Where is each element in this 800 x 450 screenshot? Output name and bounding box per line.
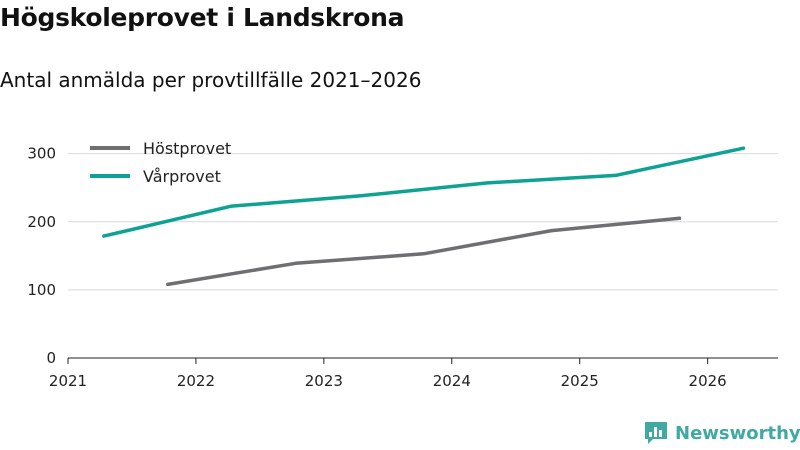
data-point-1-3 — [422, 252, 426, 256]
x-tick-label-2021: 2021 — [49, 372, 87, 390]
data-point-1-1 — [166, 282, 170, 286]
series-lines — [102, 146, 746, 287]
axes: 0 100 200 300 2021 2022 2023 2024 2025 2026 — [27, 145, 778, 390]
x-tick-label-2022: 2022 — [177, 372, 215, 390]
legend: Höstprovet Vårprovet — [90, 139, 231, 186]
line-chart: 0 100 200 300 2021 2022 2023 2024 2025 2026 Höstp… — [27, 139, 778, 390]
y-tick-label-0: 0 — [46, 349, 56, 367]
data-point-2-4 — [486, 181, 490, 185]
data-point-2-3 — [358, 194, 362, 198]
chart-subtitle: Antal anmälda per provtillfälle 2021–202… — [0, 68, 422, 92]
series-line-2 — [102, 146, 746, 238]
y-tick-label-200: 200 — [27, 213, 56, 231]
y-tick-label-100: 100 — [27, 281, 56, 299]
x-tick-label-2025: 2025 — [561, 372, 599, 390]
newsworthy-logo-icon — [645, 422, 667, 444]
x-tick-label-2024: 2024 — [433, 372, 471, 390]
data-point-1-5 — [677, 216, 681, 220]
data-point-1-2 — [294, 261, 298, 265]
data-point-2-1 — [102, 234, 106, 238]
y-tick-label-300: 300 — [27, 145, 56, 163]
data-point-1-4 — [550, 229, 554, 233]
x-tick-label-2026: 2026 — [689, 372, 727, 390]
x-tick-label-2023: 2023 — [305, 372, 343, 390]
data-point-2-2 — [230, 204, 234, 208]
data-point-2-5 — [614, 173, 618, 177]
newsworthy-logo: Newsworthy — [644, 421, 800, 445]
logo-text: Newsworthy — [675, 422, 800, 444]
legend-label-1: Höstprovet — [143, 139, 231, 158]
chart-title: Högskoleprovet i Landskrona — [0, 3, 405, 32]
legend-label-2: Vårprovet — [143, 167, 221, 186]
series-line-1 — [166, 216, 682, 287]
data-point-2-6 — [741, 146, 745, 150]
